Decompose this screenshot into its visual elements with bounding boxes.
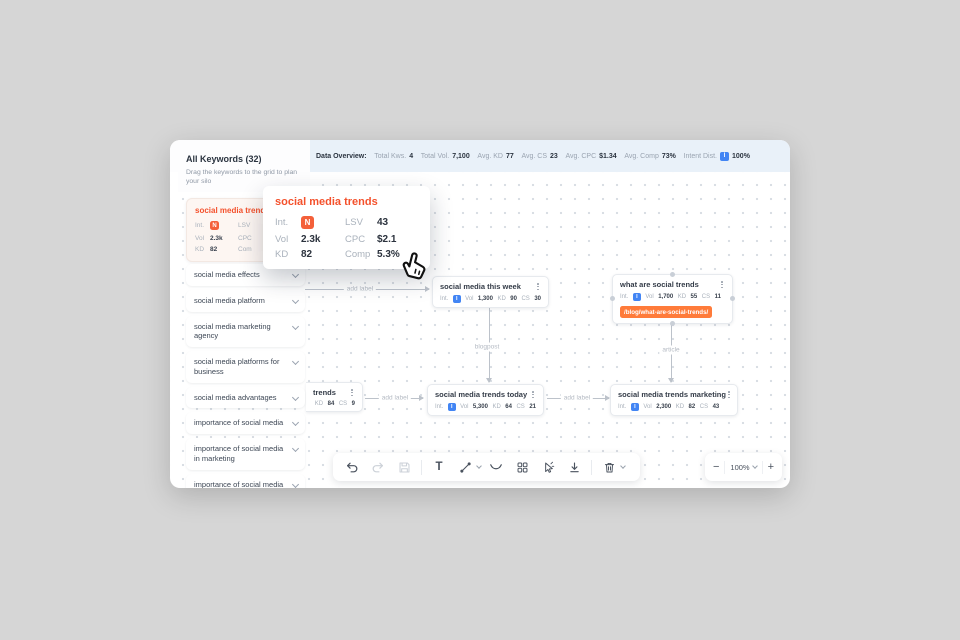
metric-total-vol: Total Vol. 7,100 <box>420 152 470 160</box>
save-icon[interactable] <box>393 456 415 478</box>
grid-tool-icon[interactable] <box>511 456 533 478</box>
chevron-down-icon[interactable] <box>291 444 300 453</box>
zoom-out-button[interactable]: − <box>713 460 720 473</box>
zoom-divider <box>724 460 726 474</box>
keyword-list-item[interactable]: importance of social media <box>186 412 305 434</box>
toolbar-divider <box>591 459 592 475</box>
toolbar-divider <box>421 459 422 475</box>
keyword-list-item[interactable]: social media effects <box>186 264 305 286</box>
intent-i-badge-icon: I <box>447 402 456 411</box>
text-tool-icon[interactable]: T <box>435 461 443 473</box>
line-tool-caret-icon[interactable] <box>476 463 482 469</box>
node-title: what are social trends <box>620 280 699 289</box>
node-stats: Int. I Vol 2,300 KD 82 CS 43 <box>618 402 720 411</box>
intent-n-badge-icon: N <box>301 216 314 229</box>
node-title: social media trends today <box>435 390 528 399</box>
chevron-down-icon[interactable] <box>291 322 300 330</box>
edge-label-blogpost[interactable]: blogpost <box>471 342 503 352</box>
connector-handle-right[interactable] <box>730 296 735 302</box>
keyword-stats: Int. N LSV Vol 2.3k CPC KD 82 Com <box>195 221 252 253</box>
intent-i-badge-icon: I <box>630 402 639 411</box>
keyword-list-item[interactable]: social media platform <box>186 289 305 312</box>
chevron-down-icon[interactable] <box>291 296 300 304</box>
metric-intent-dist: Intent Dist. I 100% <box>683 151 750 161</box>
node-what-are-social-trends[interactable]: what are social trends Int. I Vol 1,700 KD… <box>610 272 735 326</box>
hand-cursor-icon <box>394 246 436 292</box>
intent-i-badge-icon: I <box>452 294 461 303</box>
chevron-down-icon[interactable] <box>291 270 300 279</box>
zoom-level-select[interactable]: 100% <box>730 463 758 472</box>
metric-avg-comp: Avg. Comp 73% <box>624 152 676 160</box>
metric-avg-cpc: Avg. CPC $1.34 <box>565 152 617 160</box>
canvas-toolbar: T <box>333 453 640 481</box>
keyword-list-item[interactable]: importance of social media in marketing <box>186 438 305 470</box>
zoom-caret-icon <box>751 463 758 469</box>
sidebar-subtitle: Drag the keywords to the grid to plan yo… <box>186 169 298 186</box>
data-overview-row: Data Overview: Total Kws. 4 Total Vol. 7,1… <box>316 140 750 172</box>
node-menu-icon[interactable] <box>726 390 732 399</box>
redo-icon[interactable] <box>367 456 389 478</box>
node-title: trends <box>313 388 336 397</box>
intent-badge-icon: I <box>720 151 730 161</box>
keyword-title: social media trends <box>195 206 270 215</box>
edge-label-mid[interactable]: add label <box>560 393 594 403</box>
zoom-divider <box>761 460 763 474</box>
edge-label-top[interactable]: add label <box>343 284 377 294</box>
undo-icon[interactable] <box>341 456 363 478</box>
sidebar-header: All Keywords (32) Drag the keywords to t… <box>178 150 310 193</box>
node-title: social media trends marketing <box>618 390 726 399</box>
keyword-silo-app-window: Data Overview: Total Kws. 4 Total Vol. 7,1… <box>170 140 790 488</box>
node-stats: Int. I Vol 5,300 KD 64 CS 21 <box>435 402 536 411</box>
node-social-media-trends-marketing[interactable]: social media trends marketing Int. I Vol 2… <box>610 384 738 416</box>
url-slug-tag[interactable]: /blog/what-are-social-trends/ <box>620 306 713 319</box>
chevron-down-icon[interactable] <box>291 480 300 488</box>
node-menu-icon[interactable] <box>535 282 541 291</box>
chevron-down-icon[interactable] <box>291 419 300 427</box>
sidebar-title: All Keywords (32) <box>186 154 262 164</box>
trash-icon[interactable] <box>598 456 620 478</box>
data-overview-label: Data Overview: <box>316 152 367 160</box>
tooltip-keyword-title: social media trends <box>275 196 378 208</box>
connector-handle-top[interactable] <box>670 272 675 277</box>
keyword-list-item[interactable]: social media advantages <box>186 386 305 409</box>
keyword-list-item[interactable]: importance of social media for a busines… <box>186 473 305 488</box>
zoom-in-button[interactable]: + <box>767 460 774 473</box>
node-menu-icon[interactable] <box>719 280 725 289</box>
node-stats: Int. I Vol 1,300 KD 90 CS 30 <box>440 294 541 303</box>
chevron-down-icon[interactable] <box>291 393 300 401</box>
keyword-list-item[interactable]: social media platforms for business <box>186 351 305 383</box>
node-menu-icon[interactable] <box>349 388 355 397</box>
connector-handle-bottom[interactable] <box>670 320 675 326</box>
node-stats: KD 84 CS 9 <box>314 400 355 407</box>
metric-avg-cs: Avg. CS 23 <box>521 152 558 160</box>
line-tool-icon[interactable] <box>454 456 476 478</box>
zoom-control: − 100% + <box>705 453 782 481</box>
node-menu-icon[interactable] <box>530 390 536 399</box>
keyword-drag-tooltip[interactable]: social media trends Int. N LSV 43 Vol 2.… <box>263 186 430 269</box>
edge-label-left[interactable]: add label <box>378 393 412 403</box>
chevron-down-icon[interactable] <box>291 357 300 366</box>
pointer-tool-icon[interactable] <box>537 456 559 478</box>
node-stats: Int. I Vol 1,700 KD 55 CS 11 <box>620 292 721 301</box>
node-title: social media this week <box>440 282 521 291</box>
node-social-media-this-week[interactable]: social media this week Int. I Vol 1,300 KD… <box>432 276 549 308</box>
node-social-media-trends-today[interactable]: social media trends today Int. I Vol 5,300… <box>427 384 544 416</box>
tooltip-stats: Int. N LSV 43 Vol 2.3k CPC $2.1 KD 82 Co… <box>275 216 400 260</box>
metric-total-kws: Total Kws. 4 <box>374 152 414 160</box>
edge-label-article[interactable]: article <box>659 345 683 355</box>
intent-n-badge-icon: N <box>210 221 219 230</box>
keyword-list-item[interactable]: social media marketing agency <box>186 315 305 347</box>
keyword-list: social media effects social media platfo… <box>186 264 305 488</box>
intent-i-badge-icon: I <box>632 292 641 301</box>
curve-tool-icon[interactable] <box>485 456 507 478</box>
download-icon[interactable] <box>563 456 585 478</box>
data-overview-bar <box>310 140 790 172</box>
metric-avg-kd: Avg. KD 77 <box>477 152 514 160</box>
node-trends-partial[interactable]: trends KD 84 CS 9 <box>306 382 363 412</box>
trash-caret-icon[interactable] <box>620 463 626 469</box>
connector-handle-left[interactable] <box>610 296 615 302</box>
